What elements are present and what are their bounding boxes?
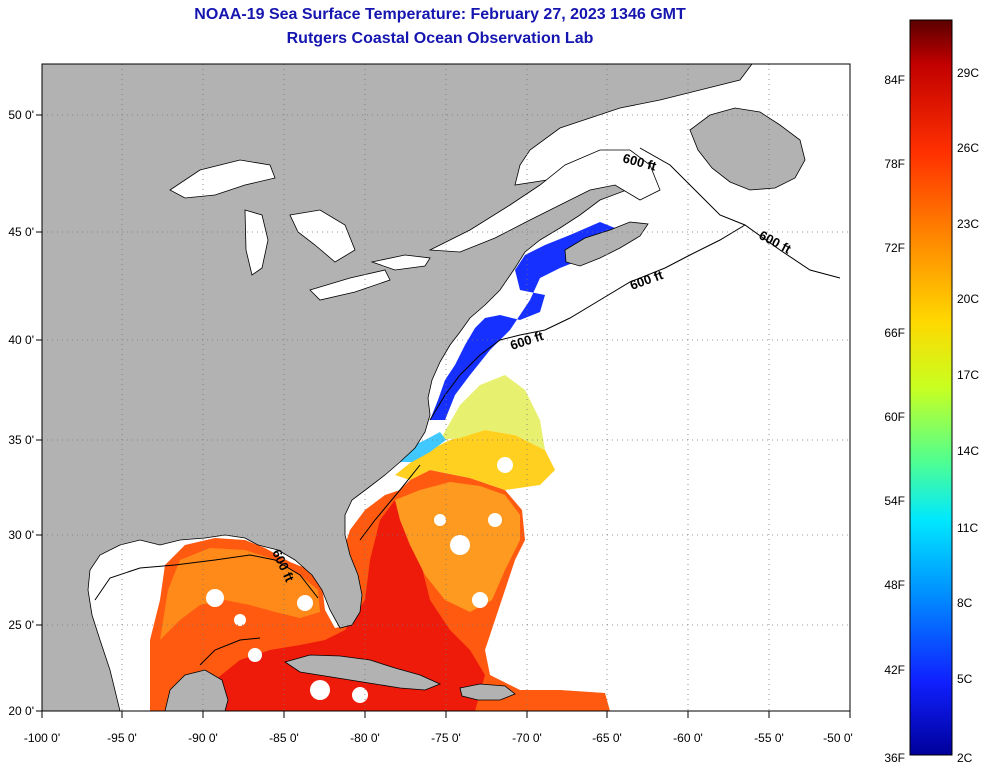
lat-label: 25 0' xyxy=(8,618,34,632)
sst-orange-west xyxy=(160,548,320,640)
lon-label: -70 0' xyxy=(512,731,542,745)
colorbar-c-label: 23C xyxy=(957,217,979,231)
colorbar-c-label: 29C xyxy=(957,66,979,80)
colorbar-c-label: 17C xyxy=(957,368,979,382)
colorbar-f-label: 42F xyxy=(884,663,905,677)
cuba xyxy=(284,654,442,691)
colorbar-f-label: 72F xyxy=(884,241,905,255)
lon-label: -100 0' xyxy=(24,731,60,745)
lon-label: -55 0' xyxy=(754,731,784,745)
colorbar-f-label: 78F xyxy=(884,157,905,171)
sst-hot-core xyxy=(200,500,485,711)
map-title: NOAA-19 Sea Surface Temperature: Februar… xyxy=(194,6,686,23)
sst-cool-transition xyxy=(398,432,446,462)
nova-scotia xyxy=(564,221,649,267)
lon-label: -95 0' xyxy=(107,731,137,745)
colorbar-c-label: 20C xyxy=(957,292,979,306)
colorbar-f-label: 48F xyxy=(884,578,905,592)
lon-label: -60 0' xyxy=(673,731,703,745)
colorbar xyxy=(909,19,953,756)
map-subtitle: Rutgers Coastal Ocean Observation Lab xyxy=(286,30,594,47)
colorbar-c-label: 2C xyxy=(957,751,973,765)
lon-label: -65 0' xyxy=(592,731,622,745)
lon-label: -50 0' xyxy=(823,731,853,745)
lat-label: 30 0' xyxy=(8,528,34,542)
sst-yellow-green xyxy=(440,375,545,450)
colorbar-f-label: 66F xyxy=(884,326,905,340)
newfoundland xyxy=(689,107,806,191)
lon-label: -80 0' xyxy=(350,731,380,745)
cloud-gaps xyxy=(206,457,513,703)
isobath-600ft xyxy=(94,147,841,666)
colorbar-c-label: 11C xyxy=(957,521,978,535)
colorbar-c-label: 14C xyxy=(957,444,979,458)
colorbar-c-label: 5C xyxy=(957,672,973,686)
colorbar-f-label: 60F xyxy=(884,410,905,424)
lon-label: -75 0' xyxy=(431,731,461,745)
colorbar-f-label: 84F xyxy=(884,73,905,87)
sst-yellow-band xyxy=(395,430,555,490)
lat-label: 40 0' xyxy=(8,333,34,347)
lat-label: 45 0' xyxy=(8,225,34,239)
lat-label: 50 0' xyxy=(8,108,34,122)
tick-marks xyxy=(36,114,851,718)
lat-label: 35 0' xyxy=(8,433,34,447)
lat-label: 20 0' xyxy=(8,704,34,718)
colorbar-c-label: 8C xyxy=(957,596,973,610)
colorbar-f-label: 36F xyxy=(884,751,905,765)
colorbar-c-label: 26C xyxy=(957,141,979,155)
great-lakes xyxy=(169,149,661,301)
yucatan xyxy=(164,669,229,711)
hispaniola xyxy=(459,683,516,701)
lon-label: -85 0' xyxy=(269,731,299,745)
lon-label: -90 0' xyxy=(188,731,218,745)
north-america-land xyxy=(42,64,753,711)
colorbar-f-label: 54F xyxy=(884,494,905,508)
